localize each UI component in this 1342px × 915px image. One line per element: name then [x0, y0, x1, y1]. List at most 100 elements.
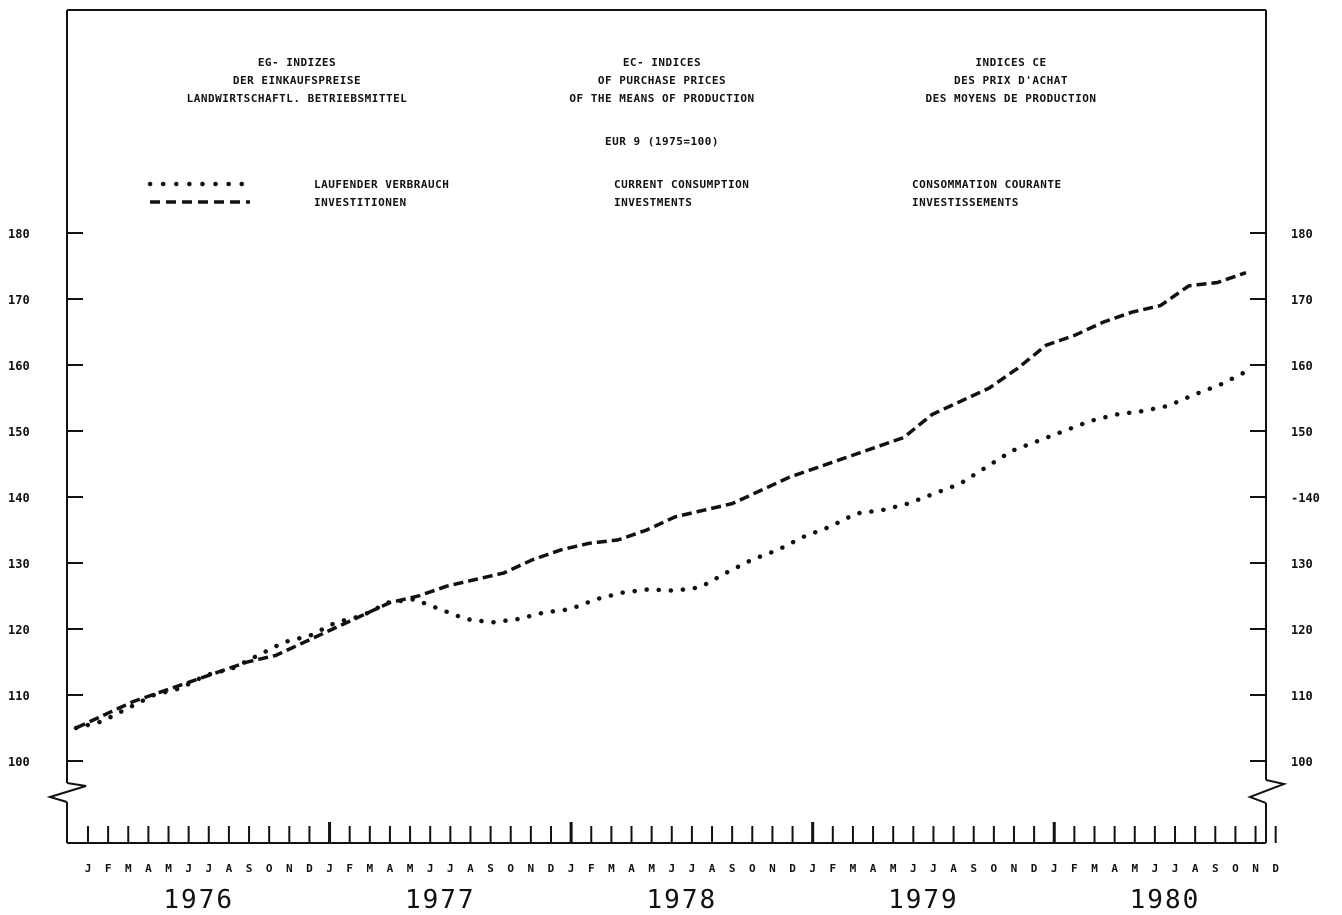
month-label: O — [1232, 862, 1239, 875]
month-label: J — [930, 862, 937, 875]
chart-subtitle: EUR 9 (1975=100) — [605, 135, 719, 148]
month-label: F — [346, 862, 353, 875]
legend-dashed-fr: INVESTISSEMENTS — [912, 196, 1019, 209]
month-label: J — [85, 862, 92, 875]
chart-frame — [46, 9, 1288, 844]
y-tick-label-left: 180 — [8, 227, 30, 241]
y-tick-label-right: 130 — [1291, 557, 1313, 571]
month-label: J — [205, 862, 212, 875]
legend-dotted-de: LAUFENDER VERBRAUCH — [314, 178, 449, 191]
month-label: F — [588, 862, 595, 875]
y-tick-label-right: 100 — [1291, 755, 1313, 769]
month-label: A — [709, 862, 716, 875]
month-label: J — [668, 862, 675, 875]
series-line-current-consumption — [73, 369, 1249, 731]
month-label: A — [1192, 862, 1199, 875]
month-label: S — [970, 862, 977, 875]
month-label: D — [306, 862, 313, 875]
y-tick-label-right: 170 — [1291, 293, 1313, 307]
month-label: D — [789, 862, 796, 875]
y-axis-ticks: 100 100 110 110 120 120 130 130 140 -140 150 150 160… — [8, 227, 1320, 769]
y-tick-label-left: 120 — [8, 623, 30, 637]
month-label: S — [729, 862, 736, 875]
y-tick-label-right: 150 — [1291, 425, 1313, 439]
header-de-line-3: LANDWIRTSCHAFTL. BETRIEBSMITTEL — [187, 92, 408, 105]
month-label: F — [105, 862, 112, 875]
month-label: M — [407, 862, 414, 875]
month-label: J — [568, 862, 575, 875]
axis-break-left — [46, 782, 87, 803]
legend-dashed-en: INVESTMENTS — [614, 196, 692, 209]
month-label: N — [1252, 862, 1259, 875]
month-label: J — [447, 862, 454, 875]
y-tick-label-right: 110 — [1291, 689, 1313, 703]
month-label: A — [950, 862, 957, 875]
y-tick-label-left: 160 — [8, 359, 30, 373]
month-label: O — [507, 862, 514, 875]
month-label: M — [850, 862, 857, 875]
month-label: F — [1071, 862, 1078, 875]
month-label: J — [1152, 862, 1159, 875]
header-german: EG- INDIZES DER EINKAUFSPREISE LANDWIRTS… — [187, 56, 408, 105]
month-label: J — [427, 862, 434, 875]
month-label: M — [125, 862, 132, 875]
y-tick-label-left: 130 — [8, 557, 30, 571]
month-label: O — [991, 862, 998, 875]
month-label: A — [145, 862, 152, 875]
month-label: A — [1111, 862, 1118, 875]
year-label: 1976 — [163, 885, 234, 915]
month-label: S — [1212, 862, 1219, 875]
y-tick-label-right: -140 — [1291, 491, 1320, 505]
month-label: D — [1031, 862, 1038, 875]
header-french: INDICES CE DES PRIX D'ACHAT DES MOYENS D… — [926, 56, 1097, 105]
header-fr-line-2: DES PRIX D'ACHAT — [954, 74, 1068, 87]
y-tick-label-right: 120 — [1291, 623, 1313, 637]
series-lines — [73, 270, 1249, 731]
month-label: M — [608, 862, 615, 875]
month-label: M — [648, 862, 655, 875]
month-label: N — [769, 862, 776, 875]
month-label: D — [1272, 862, 1279, 875]
month-label: A — [628, 862, 635, 875]
legend-dotted-fr: CONSOMMATION COURANTE — [912, 178, 1062, 191]
y-tick-label-right: 160 — [1291, 359, 1313, 373]
month-label: A — [226, 862, 233, 875]
header-de-line-1: EG- INDIZES — [258, 56, 336, 69]
month-label: O — [266, 862, 273, 875]
month-label: F — [829, 862, 836, 875]
y-tick-label-left: 110 — [8, 689, 30, 703]
y-tick-label-left: 170 — [8, 293, 30, 307]
month-label: M — [165, 862, 172, 875]
y-tick-label-left: 150 — [8, 425, 30, 439]
month-label: J — [910, 862, 917, 875]
header-en-line-3: OF THE MEANS OF PRODUCTION — [569, 92, 754, 105]
legend: LAUFENDER VERBRAUCH CURRENT CONSUMPTION … — [147, 178, 1062, 209]
month-label: M — [1091, 862, 1098, 875]
year-label: 1977 — [405, 885, 476, 915]
month-label: J — [689, 862, 696, 875]
legend-dashed-de: INVESTITIONEN — [314, 196, 407, 209]
month-label: O — [749, 862, 756, 875]
month-label: D — [548, 862, 555, 875]
header-english: EC- INDICES OF PURCHASE PRICES OF THE ME… — [569, 56, 754, 105]
month-label: J — [326, 862, 333, 875]
month-label: J — [1051, 862, 1058, 875]
header-fr-line-1: INDICES CE — [975, 56, 1046, 69]
month-label: J — [185, 862, 192, 875]
month-label: N — [286, 862, 293, 875]
year-label: 1979 — [888, 885, 959, 915]
month-label: N — [528, 862, 535, 875]
month-label: M — [1131, 862, 1138, 875]
month-label: A — [870, 862, 877, 875]
year-label: 1980 — [1130, 885, 1201, 915]
month-label: J — [1172, 862, 1179, 875]
month-label: S — [246, 862, 253, 875]
y-tick-label-left: 100 — [8, 755, 30, 769]
header-fr-line-3: DES MOYENS DE PRODUCTION — [926, 92, 1097, 105]
year-label: 1978 — [647, 885, 718, 915]
month-label: A — [467, 862, 474, 875]
header-en-line-1: EC- INDICES — [623, 56, 701, 69]
legend-dotted-en: CURRENT CONSUMPTION — [614, 178, 749, 191]
